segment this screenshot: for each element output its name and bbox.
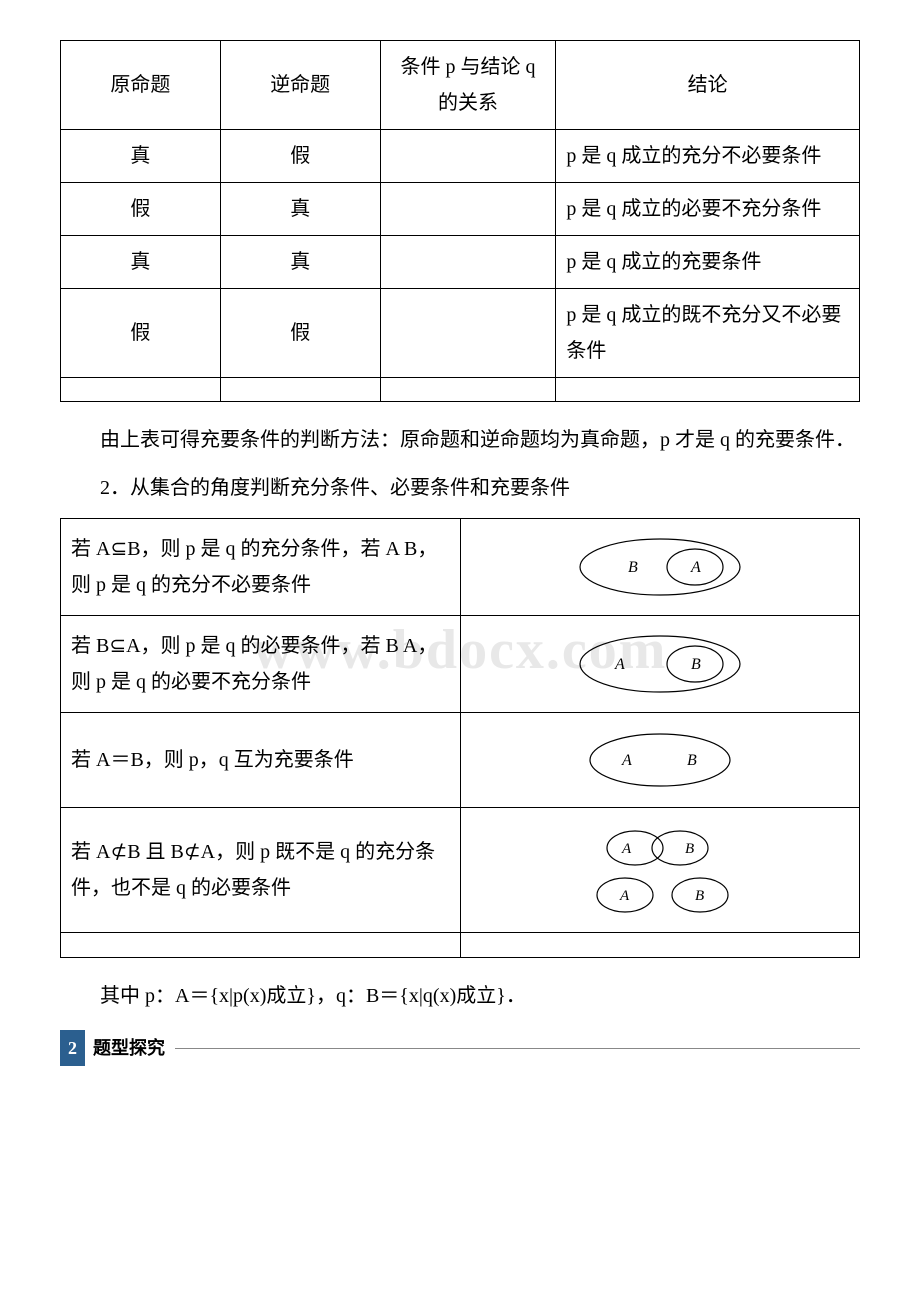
cell-conclusion: p 是 q 成立的既不充分又不必要条件 bbox=[556, 289, 860, 378]
section-title: 题型探究 bbox=[93, 1032, 165, 1064]
cell-converse: 假 bbox=[220, 130, 380, 183]
cell-text: 若 A⊄B 且 B⊄A，则 p 既不是 q 的充分条件，也不是 q 的必要条件 bbox=[61, 808, 461, 933]
header-original: 原命题 bbox=[61, 41, 221, 130]
table-row: 若 A⊄B 且 B⊄A，则 p 既不是 q 的充分条件，也不是 q 的必要条件 … bbox=[61, 808, 860, 933]
cell-conclusion: p 是 q 成立的充分不必要条件 bbox=[556, 130, 860, 183]
svg-text:A: A bbox=[614, 656, 625, 673]
paragraph-method: 由上表可得充要条件的判断方法：原命题和逆命题均为真命题，p 才是 q 的充要条件… bbox=[60, 422, 860, 458]
cell-original: 假 bbox=[61, 289, 221, 378]
page-content: 原命题 逆命题 条件 p 与结论 q 的关系 结论 真 假 p 是 q 成立的充… bbox=[60, 40, 860, 1066]
cell-text: 若 A⊆B，则 p 是 q 的充分条件，若 A B，则 p 是 q 的充分不必要… bbox=[61, 519, 461, 616]
cell-converse: 假 bbox=[220, 289, 380, 378]
svg-text:B: B bbox=[695, 888, 704, 904]
cell-relation bbox=[380, 236, 556, 289]
table-row: 若 A＝B，则 p，q 互为充要条件 A B bbox=[61, 713, 860, 808]
table-row: 若 A⊆B，则 p 是 q 的充分条件，若 A B，则 p 是 q 的充分不必要… bbox=[61, 519, 860, 616]
table-row: 真 真 p 是 q 成立的充要条件 bbox=[61, 236, 860, 289]
paragraph-where: 其中 p：A＝{x|p(x)成立}，q：B＝{x|q(x)成立}． bbox=[60, 978, 860, 1014]
section-header: 2 题型探究 bbox=[60, 1030, 860, 1066]
svg-text:A: A bbox=[621, 752, 632, 769]
condition-table: 原命题 逆命题 条件 p 与结论 q 的关系 结论 真 假 p 是 q 成立的充… bbox=[60, 40, 860, 402]
cell-original: 假 bbox=[61, 183, 221, 236]
venn-neither-icon: A B A B bbox=[560, 820, 760, 920]
cell-original: 真 bbox=[61, 130, 221, 183]
table-row: 若 B⊆A，则 p 是 q 的必要条件，若 B A，则 p 是 q 的必要不充分… bbox=[61, 616, 860, 713]
svg-text:B: B bbox=[687, 752, 697, 769]
section-divider-line bbox=[175, 1048, 860, 1049]
table-row: 假 真 p 是 q 成立的必要不充分条件 bbox=[61, 183, 860, 236]
venn-a-subset-b-icon: B A bbox=[560, 532, 760, 602]
set-diagram-table: 若 A⊆B，则 p 是 q 的充分条件，若 A B，则 p 是 q 的充分不必要… bbox=[60, 518, 860, 958]
cell-original: 真 bbox=[61, 236, 221, 289]
venn-b-subset-a-icon: A B bbox=[560, 629, 760, 699]
cell-diagram: A B bbox=[460, 616, 860, 713]
svg-text:A: A bbox=[619, 888, 630, 904]
venn-a-equals-b-icon: A B bbox=[560, 725, 760, 795]
svg-text:B: B bbox=[691, 656, 701, 673]
cell-text: 若 B⊆A，则 p 是 q 的必要条件，若 B A，则 p 是 q 的必要不充分… bbox=[61, 616, 461, 713]
cell-diagram: A B A B bbox=[460, 808, 860, 933]
svg-text:B: B bbox=[628, 559, 638, 576]
cell-converse: 真 bbox=[220, 236, 380, 289]
cell-text: 若 A＝B，则 p，q 互为充要条件 bbox=[61, 713, 461, 808]
paragraph-set-angle: 2．从集合的角度判断充分条件、必要条件和充要条件 bbox=[60, 470, 860, 506]
section-badge: 2 bbox=[60, 1030, 85, 1066]
table-row: 真 假 p 是 q 成立的充分不必要条件 bbox=[61, 130, 860, 183]
cell-diagram: B A bbox=[460, 519, 860, 616]
table-header-row: 原命题 逆命题 条件 p 与结论 q 的关系 结论 bbox=[61, 41, 860, 130]
table-empty-row bbox=[61, 378, 860, 402]
cell-conclusion: p 是 q 成立的必要不充分条件 bbox=[556, 183, 860, 236]
cell-relation bbox=[380, 289, 556, 378]
svg-text:B: B bbox=[685, 841, 694, 857]
header-relation: 条件 p 与结论 q 的关系 bbox=[380, 41, 556, 130]
cell-conclusion: p 是 q 成立的充要条件 bbox=[556, 236, 860, 289]
cell-diagram: A B bbox=[460, 713, 860, 808]
cell-converse: 真 bbox=[220, 183, 380, 236]
svg-text:A: A bbox=[690, 559, 701, 576]
cell-relation bbox=[380, 130, 556, 183]
header-converse: 逆命题 bbox=[220, 41, 380, 130]
table-empty-row bbox=[61, 933, 860, 958]
svg-text:A: A bbox=[621, 841, 632, 857]
header-conclusion: 结论 bbox=[556, 41, 860, 130]
cell-relation bbox=[380, 183, 556, 236]
table-row: 假 假 p 是 q 成立的既不充分又不必要条件 bbox=[61, 289, 860, 378]
